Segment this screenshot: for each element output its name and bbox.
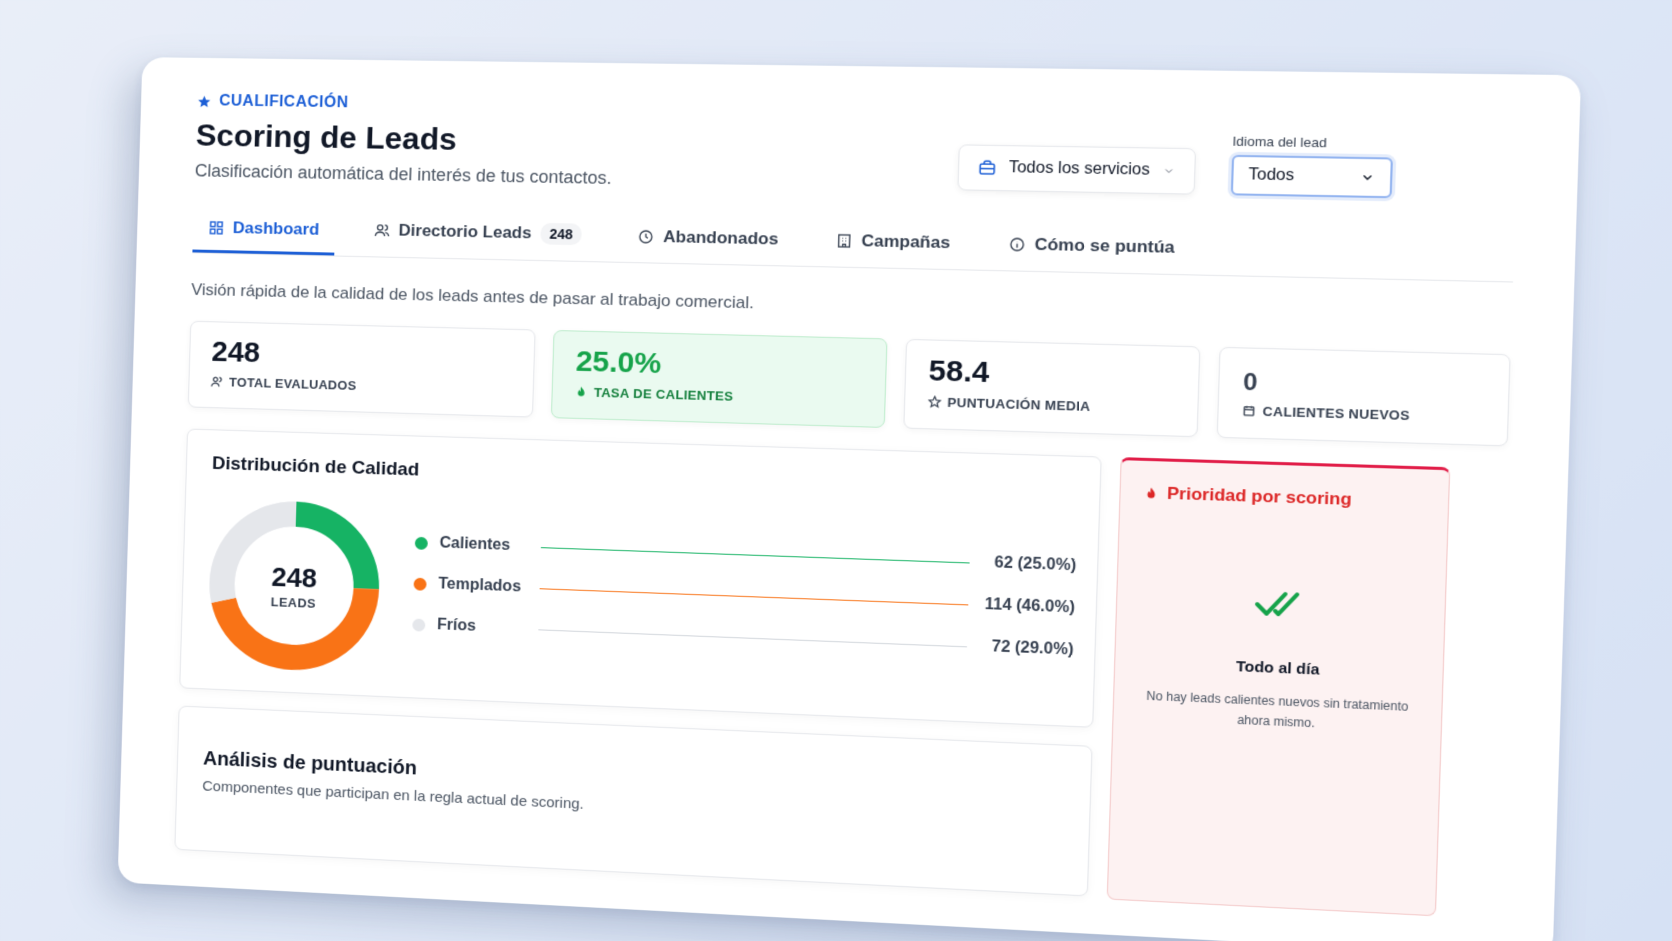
tab-label: Cómo se puntúa bbox=[1034, 235, 1175, 258]
donut-total-label: LEADS bbox=[271, 594, 317, 610]
legend-name: Templados bbox=[438, 576, 528, 597]
tab-como-se-puntua[interactable]: Cómo se puntúa bbox=[991, 234, 1192, 274]
stat-card-hot-rate: 25.0% TASA DE CALIENTES bbox=[551, 330, 887, 428]
info-icon bbox=[1008, 236, 1025, 252]
language-label: Idioma del lead bbox=[1232, 134, 1393, 152]
legend-line bbox=[538, 629, 967, 647]
empty-state-description: No hay leads calientes nuevos sin tratam… bbox=[1139, 685, 1416, 737]
legend-name: Calientes bbox=[439, 535, 529, 556]
stats-row: 248 TOTAL EVALUADOS 25.0% TASA DE CALIEN… bbox=[188, 321, 1511, 447]
legend-row-calientes: Calientes 62 (25.0%) bbox=[415, 534, 1077, 575]
tab-label: Dashboard bbox=[233, 219, 320, 240]
tab-label: Campañas bbox=[861, 231, 950, 253]
star-icon bbox=[197, 94, 212, 109]
tab-label: Abandonados bbox=[663, 227, 779, 249]
language-select[interactable]: Todos bbox=[1231, 155, 1393, 198]
bottom-area: Distribución de Calidad 248 LEADS Calien… bbox=[174, 429, 1507, 920]
stat-value: 25.0% bbox=[575, 345, 863, 386]
app-card: CUALIFICACIÓN Scoring de Leads Clasifica… bbox=[118, 57, 1582, 941]
stat-label: TASA DE CALIENTES bbox=[575, 384, 862, 407]
chevron-down-icon bbox=[1360, 170, 1376, 185]
legend-dot bbox=[415, 536, 428, 549]
stat-card-avg-score: 58.4 PUNTUACIÓN MEDIA bbox=[903, 339, 1201, 437]
legend-name: Fríos bbox=[437, 617, 527, 638]
legend-line bbox=[541, 547, 970, 563]
tab-count-badge: 248 bbox=[540, 223, 582, 245]
legend-row-frios: Fríos 72 (29.0%) bbox=[412, 616, 1074, 660]
stat-value: 0 bbox=[1243, 369, 1485, 404]
legend-value: 114 (46.0%) bbox=[981, 596, 1076, 618]
stat-card-new-hot: 0 CALIENTES NUEVOS bbox=[1217, 347, 1511, 447]
users-icon bbox=[374, 222, 390, 238]
priority-panel: Prioridad por scoring Todo al día No hay… bbox=[1107, 457, 1451, 916]
left-column: Distribución de Calidad 248 LEADS Calien… bbox=[174, 429, 1101, 899]
tab-campanas[interactable]: Campañas bbox=[818, 230, 967, 269]
stat-value: 58.4 bbox=[928, 354, 1176, 395]
tab-bar: Dashboard Directorio Leads 248 Abandonad… bbox=[192, 216, 1514, 283]
stat-label: TOTAL EVALUADOS bbox=[211, 374, 512, 397]
users-icon bbox=[211, 375, 224, 388]
service-select-value: Todos los servicios bbox=[1009, 159, 1151, 180]
quality-distribution-panel: Distribución de Calidad 248 LEADS Calien… bbox=[179, 429, 1101, 728]
tab-dashboard[interactable]: Dashboard bbox=[192, 218, 335, 256]
donut-center: 248 LEADS bbox=[206, 498, 383, 675]
tab-directorio-leads[interactable]: Directorio Leads 248 bbox=[358, 219, 599, 261]
stat-label: CALIENTES NUEVOS bbox=[1242, 403, 1484, 425]
panel-title: Distribución de Calidad bbox=[212, 453, 1073, 502]
service-select[interactable]: Todos los servicios bbox=[957, 144, 1196, 194]
stat-value: 248 bbox=[211, 336, 512, 377]
donut-total: 248 bbox=[271, 561, 317, 594]
language-select-value: Todos bbox=[1248, 166, 1294, 185]
legend-dot bbox=[413, 577, 426, 590]
priority-title: Prioridad por scoring bbox=[1144, 483, 1425, 512]
score-analysis-panel: Análisis de puntuación Componentes que p… bbox=[174, 706, 1092, 897]
flame-icon bbox=[575, 385, 588, 398]
grid-icon bbox=[208, 220, 224, 236]
briefcase-icon bbox=[977, 159, 996, 177]
star-icon bbox=[927, 395, 941, 408]
stat-card-total: 248 TOTAL EVALUADOS bbox=[188, 321, 536, 418]
stat-label: PUNTUACIÓN MEDIA bbox=[927, 394, 1174, 416]
legend-row-templados: Templados 114 (46.0%) bbox=[413, 575, 1075, 618]
header-filters: Todos los servicios Idioma del lead Todo… bbox=[957, 129, 1394, 198]
tab-label: Directorio Leads bbox=[398, 221, 531, 243]
distribution-legend: Calientes 62 (25.0%) Templados 114 (46.0… bbox=[412, 534, 1076, 660]
building-icon bbox=[835, 233, 852, 249]
calendar-icon bbox=[1242, 404, 1256, 418]
tab-abandonados[interactable]: Abandonados bbox=[621, 226, 795, 265]
legend-value: 62 (25.0%) bbox=[982, 554, 1077, 575]
donut-chart: 248 LEADS bbox=[206, 498, 383, 675]
clock-icon bbox=[638, 229, 655, 245]
legend-value: 72 (29.0%) bbox=[979, 638, 1074, 660]
legend-dot bbox=[412, 618, 425, 631]
eyebrow-label: CUALIFICACIÓN bbox=[219, 93, 349, 112]
legend-line bbox=[540, 588, 969, 605]
empty-state-title: Todo al día bbox=[1236, 658, 1320, 679]
flame-icon bbox=[1144, 485, 1159, 502]
empty-state: Todo al día No hay leads calientes nuevo… bbox=[1113, 581, 1445, 739]
dashboard-intro: Visión rápida de la calidad de los leads… bbox=[191, 280, 1512, 331]
chevron-down-icon bbox=[1162, 165, 1175, 177]
language-filter: Idioma del lead Todos bbox=[1231, 134, 1394, 199]
double-check-icon bbox=[1253, 586, 1306, 624]
